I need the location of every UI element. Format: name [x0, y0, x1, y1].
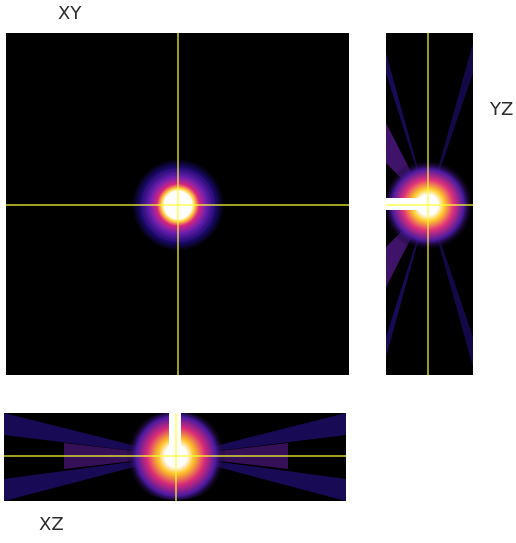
xy-psf-image: [6, 33, 349, 375]
xz-psf-image: [4, 413, 346, 501]
xy-view[interactable]: [6, 33, 349, 375]
xy-view-label: XY: [58, 3, 82, 24]
yz-view-label: YZ: [490, 99, 514, 120]
xz-view[interactable]: [4, 413, 346, 501]
xz-view-label: XZ: [39, 514, 64, 535]
yz-psf-image: [386, 33, 473, 375]
yz-view[interactable]: [386, 33, 473, 375]
